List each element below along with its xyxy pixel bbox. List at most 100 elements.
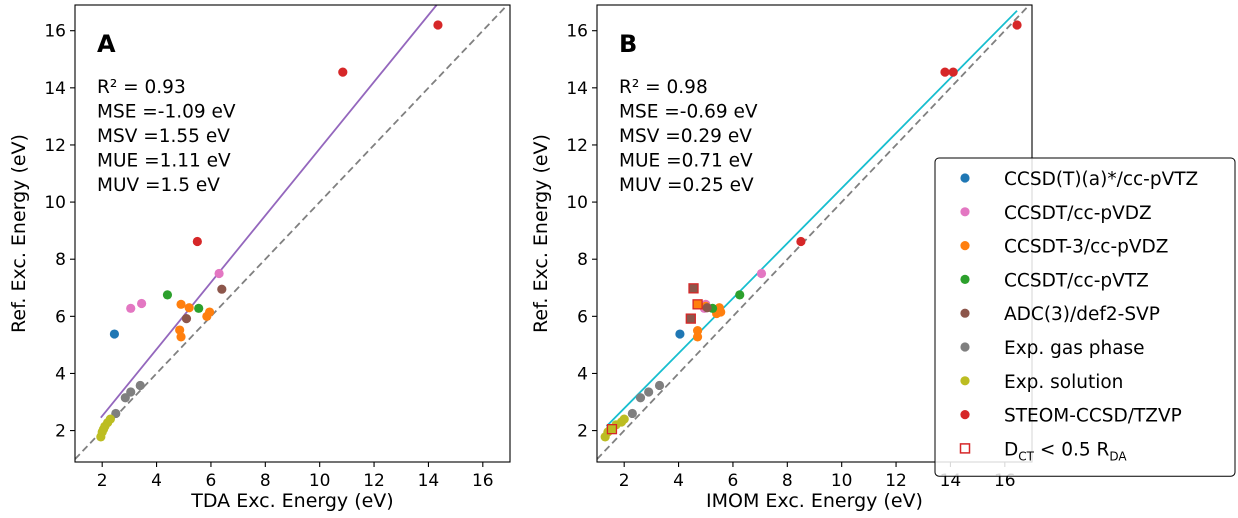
data-point: [111, 408, 121, 419]
stat-line: MUV =1.5 eV: [97, 175, 220, 196]
stat-line: MUV =0.25 eV: [619, 175, 754, 196]
legend-label: Exp. solution: [1004, 372, 1123, 393]
data-point: [135, 380, 145, 391]
x-tick-label: 12: [363, 471, 385, 491]
data-point: [1012, 20, 1022, 30]
panel-label: A: [97, 30, 116, 58]
legend-label: CCSDT/cc-pVTZ: [1004, 270, 1149, 291]
legend-marker: [960, 207, 970, 217]
x-tick-label: 4: [673, 471, 684, 491]
diagonal-line: [597, 5, 1030, 460]
ct-marker: [692, 299, 703, 310]
stat-line: MUE =0.71 eV: [619, 151, 753, 172]
y-tick-label: 16: [44, 22, 66, 42]
stat-line: MUE =1.11 eV: [97, 151, 231, 172]
data-point: [181, 314, 192, 324]
data-point: [184, 303, 194, 313]
y-tick-label: 8: [577, 250, 588, 270]
x-tick-label: 10: [309, 471, 331, 491]
stat-line: MSV =0.29 eV: [619, 126, 752, 147]
ct-marker: [606, 424, 618, 435]
data-point: [192, 236, 202, 247]
y-tick-label: 10: [44, 193, 66, 213]
legend-label: CCSDT-3/cc-pVDZ: [1004, 237, 1168, 258]
data-point: [217, 284, 227, 294]
x-tick-label: 6: [206, 471, 217, 491]
data-point: [162, 290, 173, 300]
legend-label-subscript: CT: [1018, 449, 1034, 463]
panel-a: 2 4 6 8 10 12 14 16 2 4 6 8 10 12 14 16 TDA Exc. Energy …: [8, 4, 511, 512]
panel-label: B: [619, 30, 637, 58]
data-point: [654, 380, 665, 391]
legend-label: STEOM-CCSD/TZVP: [1004, 406, 1182, 427]
diagonal-line: [75, 5, 508, 460]
data-point: [940, 67, 950, 77]
legend-label: Exp. gas phase: [1004, 338, 1145, 359]
ct-marker: [688, 283, 699, 294]
legend-marker: [960, 241, 970, 251]
data-point: [176, 332, 186, 342]
y-tick-label: 6: [577, 307, 588, 327]
legend-label: CCSDT/cc-pVDZ: [1004, 203, 1152, 224]
y-tick-label: 4: [55, 364, 66, 384]
x-tick-label: 8: [260, 471, 271, 491]
y-tick-label: 10: [566, 193, 588, 213]
data-point: [627, 408, 637, 419]
legend-marker: [960, 308, 970, 318]
data-point: [692, 326, 703, 336]
legend-marker: [960, 173, 970, 183]
data-point: [126, 303, 136, 313]
legend-label: ADC(3)/def2-SVP: [1004, 304, 1160, 325]
data-point: [796, 236, 806, 247]
stat-line: R² = 0.98: [619, 77, 708, 98]
data-point: [137, 298, 147, 309]
fit-line: [100, 5, 438, 419]
legend-marker: [959, 443, 971, 454]
data-point: [619, 414, 629, 424]
data-point: [126, 387, 136, 397]
x-tick-label: 6: [728, 471, 739, 491]
data-point: [120, 393, 130, 403]
legend-marker: [960, 274, 970, 284]
data-point: [702, 303, 712, 313]
stat-line: MSE =-0.69 eV: [619, 102, 758, 123]
legend-box: [934, 157, 1236, 477]
x-axis-label: IMOM Exc. Energy (eV): [706, 490, 923, 512]
y-axis-label: Ref. Exc. Energy (eV): [8, 134, 30, 333]
data-point: [175, 325, 185, 335]
data-point: [714, 303, 724, 313]
legend-marker: [960, 342, 970, 352]
x-axis-label: TDA Exc. Energy (eV): [190, 490, 393, 512]
legend-marker: [960, 376, 970, 386]
ct-marker: [685, 313, 696, 324]
legend-label-part: < 0.5 R: [1034, 439, 1110, 460]
legend-marker: [960, 410, 970, 420]
data-point: [338, 67, 348, 77]
y-tick-label: 14: [566, 79, 588, 99]
data-point: [644, 387, 654, 397]
y-tick-label: 12: [566, 136, 588, 156]
x-tick-label: 12: [885, 471, 907, 491]
data-point: [109, 329, 120, 339]
data-point: [204, 307, 215, 317]
y-tick-label: 2: [577, 422, 588, 442]
fit-line: [605, 10, 1018, 427]
y-tick-label: 16: [566, 22, 588, 42]
y-axis-label: Ref. Exc. Energy (eV): [530, 134, 552, 333]
data-point: [692, 332, 703, 342]
legend-label-subscript: DA: [1109, 449, 1127, 463]
y-tick-label: 4: [577, 364, 588, 384]
data-point: [635, 393, 646, 403]
data-point: [735, 290, 745, 300]
data-point: [433, 20, 443, 30]
data-point: [105, 414, 115, 424]
data-point: [756, 268, 767, 279]
y-tick-label: 8: [55, 250, 66, 270]
data-point: [194, 303, 204, 313]
data-point: [214, 268, 224, 279]
x-tick-label: 10: [831, 471, 853, 491]
legend: CCSD(T)(a)*/cc-pVTZ CCSDT/cc-pVDZ CCSDT-3/…: [934, 157, 1236, 477]
y-tick-label: 14: [44, 79, 66, 99]
x-tick-label: 14: [418, 471, 440, 491]
